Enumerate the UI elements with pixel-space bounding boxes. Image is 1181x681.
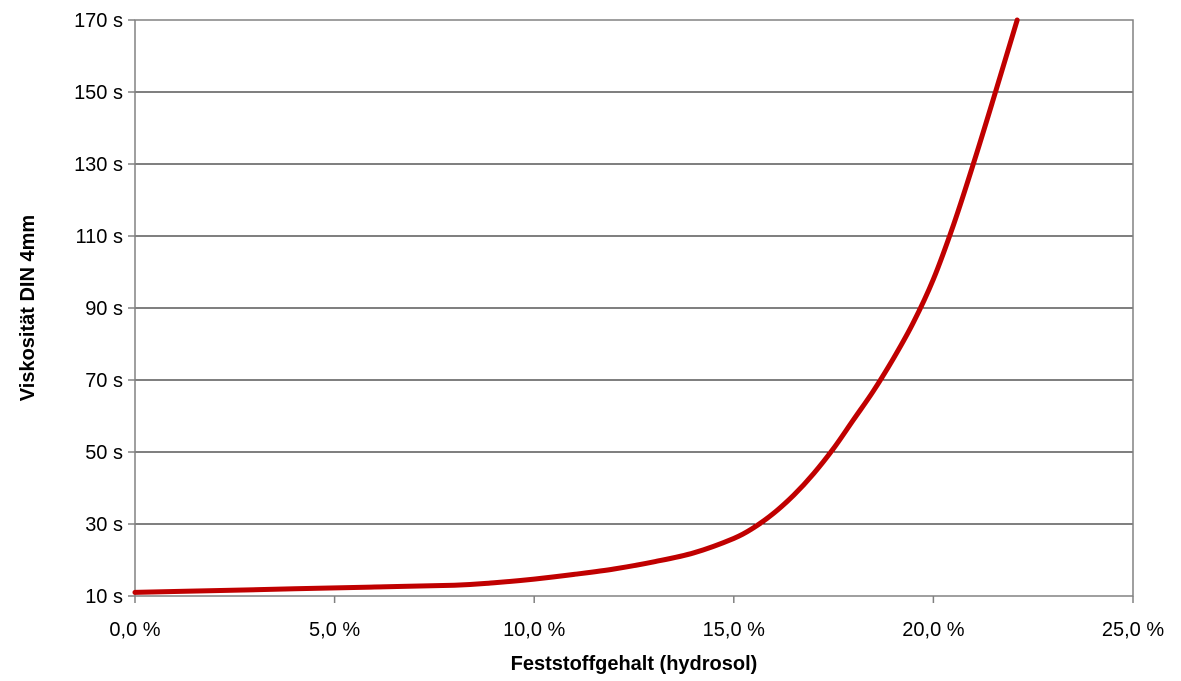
y-tick-label: 50 s	[85, 442, 123, 464]
y-axis-title: Viskosität DIN 4mm	[17, 215, 39, 401]
gridlines	[135, 19, 1133, 525]
y-tick-label: 90 s	[85, 298, 123, 320]
y-tick-label: 130 s	[74, 154, 123, 176]
x-tick-label: 15,0 %	[703, 619, 765, 641]
y-tick-label: 70 s	[85, 370, 123, 392]
x-axis-title: Feststoffgehalt (hydrosol)	[511, 653, 758, 675]
y-tick-label: 110 s	[76, 226, 123, 248]
y-tick-label: 150 s	[74, 82, 123, 104]
x-tick-label: 5,0 %	[309, 619, 360, 641]
y-axis-ticks: 10 s 30 s 50 s 70 s 90 s 110 s 130 s 150 s 170 s	[74, 10, 135, 608]
x-tick-label: 20,0 %	[902, 619, 964, 641]
x-tick-label: 25,0 %	[1102, 619, 1164, 641]
y-tick-label: 30 s	[85, 514, 123, 536]
x-tick-label: 0,0 %	[109, 619, 160, 641]
series-line	[132, 17, 1020, 595]
x-axis-ticks: 0,0 % 5,0 % 10,0 % 15,0 % 20,0 % 25,0 %	[109, 596, 1164, 641]
y-tick-label: 170 s	[74, 10, 123, 32]
x-tick-label: 10,0 %	[503, 619, 565, 641]
y-tick-label: 10 s	[85, 586, 123, 608]
